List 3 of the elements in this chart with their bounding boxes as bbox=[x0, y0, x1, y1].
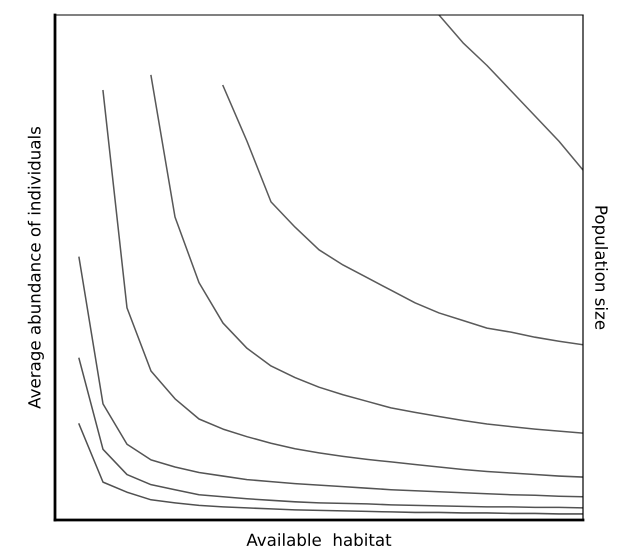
y-axis-title: Average abundance of individuals bbox=[28, 126, 44, 409]
x-axis-title: Available habitat bbox=[246, 533, 392, 546]
y2-axis-title: Population size bbox=[592, 206, 608, 330]
